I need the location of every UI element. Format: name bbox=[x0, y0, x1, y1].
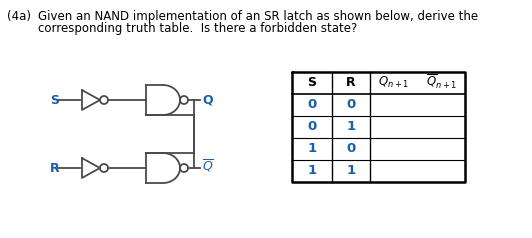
Text: R: R bbox=[50, 162, 60, 174]
Text: (4a): (4a) bbox=[7, 10, 31, 23]
Text: 1: 1 bbox=[307, 143, 317, 155]
Text: S: S bbox=[307, 76, 317, 89]
Text: corresponding truth table.  Is there a forbidden state?: corresponding truth table. Is there a fo… bbox=[38, 22, 358, 35]
Text: $\overline{Q}_{n+1}$: $\overline{Q}_{n+1}$ bbox=[426, 73, 457, 91]
Text: 1: 1 bbox=[346, 164, 355, 178]
Text: 0: 0 bbox=[307, 120, 317, 134]
Text: 0: 0 bbox=[346, 143, 355, 155]
Text: R: R bbox=[346, 76, 356, 89]
Text: 1: 1 bbox=[346, 120, 355, 134]
Text: 0: 0 bbox=[307, 99, 317, 111]
Text: Q: Q bbox=[202, 94, 213, 106]
Text: Given an NAND implementation of an SR latch as shown below, derive the: Given an NAND implementation of an SR la… bbox=[38, 10, 478, 23]
Text: $Q_{n+1}$: $Q_{n+1}$ bbox=[378, 74, 409, 89]
Text: $\overline{Q}$: $\overline{Q}$ bbox=[202, 158, 214, 174]
Text: 1: 1 bbox=[307, 164, 317, 178]
Text: S: S bbox=[50, 94, 59, 106]
Text: 0: 0 bbox=[346, 99, 355, 111]
